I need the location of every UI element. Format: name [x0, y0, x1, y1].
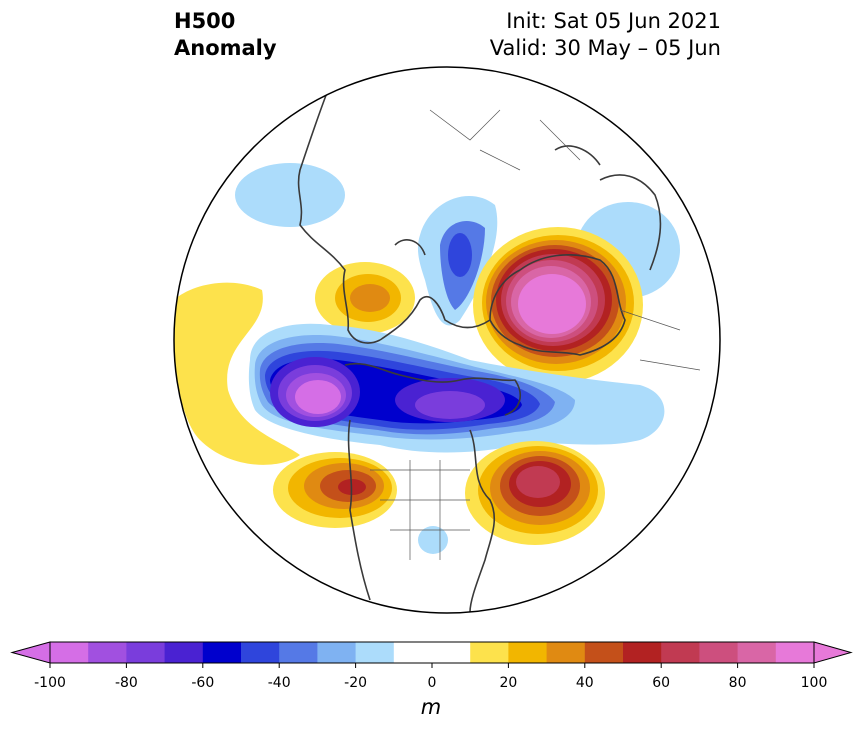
colorbar-tick-label: 100	[800, 675, 828, 691]
colorbar-segment	[202, 642, 242, 663]
globe-background	[174, 67, 720, 613]
colorbar-segment	[317, 642, 357, 663]
valid-period: Valid: 30 May – 05 Jun	[489, 36, 721, 60]
colorbar-tick-label: 0	[427, 675, 437, 691]
colorbar-unit: m	[420, 695, 442, 719]
colorbar-segment	[546, 642, 586, 663]
colorbar-segment	[126, 642, 166, 663]
colorbar-segment	[584, 642, 624, 663]
colorbar-segment	[775, 642, 815, 663]
borders	[370, 109, 701, 560]
colorbar-segment	[50, 642, 89, 663]
se-us-trough	[418, 526, 448, 554]
colorbar-segment	[661, 642, 700, 663]
colorbar-segment	[393, 642, 433, 663]
colorbar-segment	[355, 642, 395, 663]
globe-border	[173, 66, 721, 614]
colorbar-tick-label: -80	[114, 675, 138, 691]
field-name: H500	[174, 9, 236, 33]
colorbar-tick-label: 60	[652, 675, 671, 691]
init-time: Init: Sat 05 Jun 2021	[506, 9, 721, 33]
colorbar-tick-label: 80	[728, 675, 747, 691]
ne-us-ridge-core	[516, 466, 560, 498]
kara-trough-core	[448, 233, 472, 277]
field-kind: Anomaly	[174, 36, 277, 60]
colorbar-tick-label: -60	[191, 675, 215, 691]
colorbar-tick-label: 20	[499, 675, 518, 691]
colorbar-segment	[164, 642, 204, 663]
colorbar-segment	[699, 642, 739, 663]
colorbar-segment	[241, 642, 280, 663]
barents-trough-shade	[235, 163, 345, 227]
colorbar-segment	[737, 642, 777, 663]
colorbar-segment	[88, 642, 127, 663]
colorbar-extend-max	[813, 641, 853, 664]
colorbar	[10, 641, 853, 668]
colorbar-tick-label: -20	[344, 675, 368, 691]
colorbar-segment	[279, 642, 318, 663]
anomaly-field	[174, 163, 680, 554]
polar-anomaly-map	[173, 66, 721, 614]
trough-east-core	[415, 391, 485, 419]
colorbar-tick-label: -40	[267, 675, 291, 691]
colorbar-segment	[470, 642, 509, 663]
map-title: H500 Anomaly	[174, 8, 277, 62]
map-timing: Init: Sat 05 Jun 2021 Valid: 30 May – 05…	[490, 8, 721, 62]
atlantic-ridge-shade	[174, 282, 300, 465]
colorbar-tick-label: 40	[575, 675, 594, 691]
coastlines	[297, 84, 662, 613]
big-ridge-core	[518, 274, 586, 334]
colorbar-segment	[432, 642, 471, 663]
colorbar-tick-label: -100	[34, 675, 66, 691]
colorbar-extend-min	[10, 641, 51, 664]
colorbar-segment	[623, 642, 662, 663]
trough-west-core	[295, 380, 341, 414]
scandinavia-ridge-core	[350, 284, 390, 312]
colorbar-segment	[508, 642, 548, 663]
